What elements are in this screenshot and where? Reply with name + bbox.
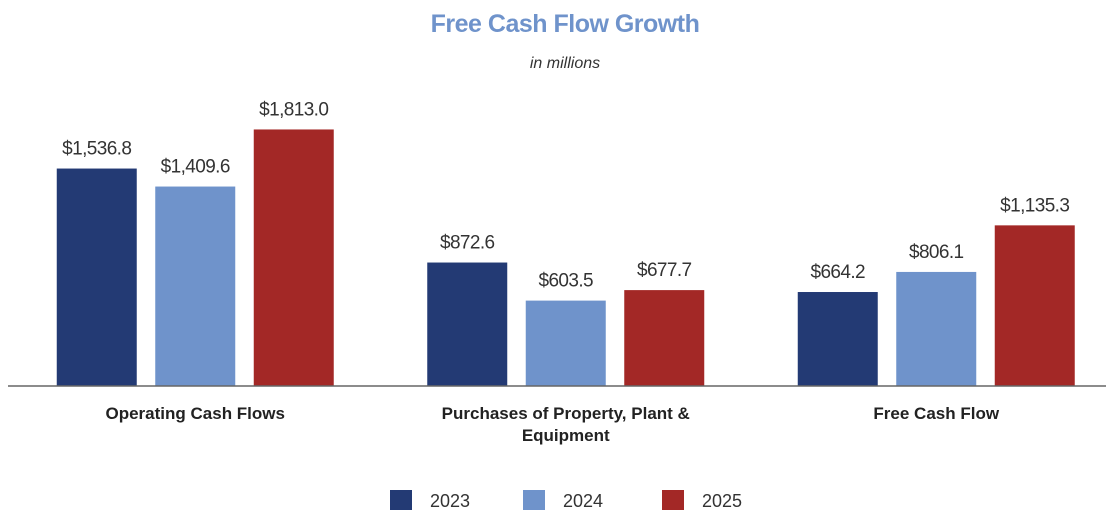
bar: [994, 225, 1075, 386]
bar: [525, 300, 606, 386]
value-label: $603.5: [538, 271, 593, 292]
bar: [427, 262, 508, 386]
value-label: $677.7: [637, 260, 692, 281]
bar: [56, 168, 137, 386]
category-label: Free Cash Flow: [873, 404, 1000, 423]
value-label: $1,536.8: [62, 139, 131, 160]
value-label: $1,813.0: [259, 99, 328, 120]
bar: [797, 292, 878, 386]
value-label: $664.2: [810, 262, 865, 283]
legend-label: 2023: [430, 491, 470, 511]
bar: [253, 129, 334, 386]
legend-swatch: [662, 490, 684, 510]
value-label: $1,135.3: [1000, 195, 1069, 216]
legend-swatch: [390, 490, 412, 510]
bar: [624, 290, 705, 386]
category-label: Operating Cash Flows: [105, 404, 285, 423]
category-label: Purchases of Property, Plant & Equipment: [441, 404, 690, 445]
bar: [155, 186, 236, 386]
chart-subtitle: in millions: [530, 55, 600, 72]
value-label: $872.6: [440, 233, 495, 254]
value-label: $1,409.6: [161, 157, 230, 178]
legend-label: 2025: [702, 491, 742, 511]
bar: [896, 271, 977, 386]
legend-label: 2024: [563, 491, 603, 511]
value-label: $806.1: [909, 242, 964, 263]
chart-title: Free Cash Flow Growth: [431, 10, 700, 38]
legend-swatch: [523, 490, 545, 510]
